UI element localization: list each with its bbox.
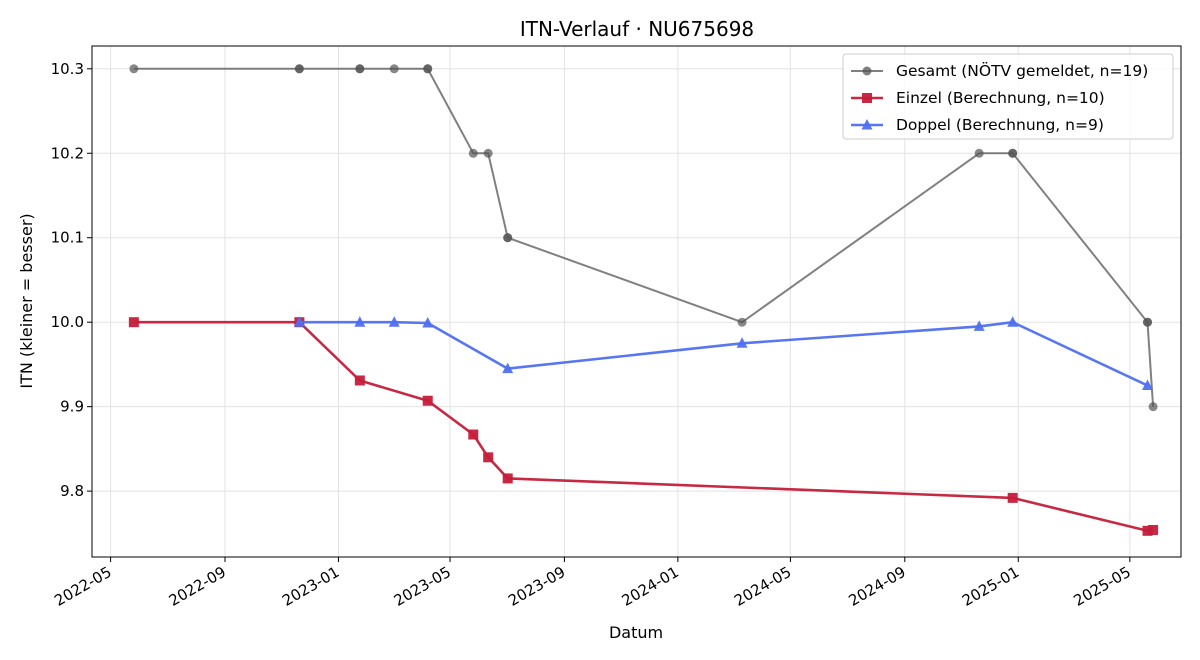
x-axis-label: Datum <box>609 623 663 642</box>
data-point <box>468 429 479 440</box>
x-axis: 2022-05 2022-09 2023-01 2023-05 2023-09 2024-… <box>51 557 1134 610</box>
x-tick-label: 2025-01 <box>959 563 1022 610</box>
data-point <box>502 362 514 374</box>
y-tick-label: 10.3 <box>51 60 84 78</box>
y-tick-label: 10.2 <box>51 144 84 162</box>
x-tick-label: 2022-05 <box>51 563 114 610</box>
data-point <box>354 375 365 386</box>
x-tick-label: 2024-01 <box>619 563 682 610</box>
y-tick-label: 9.9 <box>60 398 84 416</box>
legend-label: Einzel (Berechnung, n=10) <box>896 89 1105 107</box>
legend-marker <box>862 93 872 103</box>
x-tick-label: 2023-05 <box>391 563 454 610</box>
data-point <box>293 316 305 327</box>
data-point <box>1148 402 1158 412</box>
series-square <box>128 317 1159 536</box>
data-point <box>503 233 513 243</box>
data-point <box>483 452 494 463</box>
data-point <box>1007 316 1019 327</box>
data-point <box>422 395 433 406</box>
data-point <box>1142 525 1153 536</box>
series-layer <box>128 64 1159 536</box>
legend-label: Gesamt (NÖTV gemeldet, n=19) <box>896 61 1148 80</box>
data-point <box>1007 492 1018 503</box>
legend-marker <box>862 66 872 76</box>
legend-marker <box>861 119 873 130</box>
data-point <box>1148 524 1159 535</box>
x-tick-label: 2024-05 <box>731 563 794 610</box>
data-point <box>355 64 365 74</box>
y-tick-label: 10.0 <box>51 313 84 331</box>
y-tick-label: 10.1 <box>51 229 84 247</box>
series-circle <box>129 64 1158 412</box>
data-point <box>423 64 433 74</box>
chart-title: ITN-Verlauf · NU675698 <box>520 17 754 41</box>
x-tick-label: 2024-09 <box>846 563 909 610</box>
data-point <box>1008 148 1018 158</box>
grid-lines <box>92 46 1181 557</box>
data-point <box>388 316 400 327</box>
data-point <box>422 317 434 328</box>
data-point <box>483 148 493 158</box>
y-tick-label: 9.8 <box>60 482 84 500</box>
x-tick-label: 2023-09 <box>505 563 568 610</box>
x-tick-label: 2023-01 <box>279 563 342 610</box>
x-tick-label: 2022-09 <box>166 563 229 610</box>
data-point <box>502 473 513 484</box>
legend-box <box>842 53 1174 140</box>
legend: Gesamt (NÖTV gemeldet, n=19) Einzel (Bere… <box>842 53 1174 140</box>
data-point <box>128 317 139 328</box>
legend-label: Doppel (Berechnung, n=9) <box>896 116 1104 134</box>
y-axis-label: ITN (kleiner = besser) <box>17 213 36 388</box>
data-point <box>736 337 748 348</box>
data-point <box>1143 317 1153 327</box>
series-triangle <box>293 316 1154 391</box>
data-point <box>737 317 747 327</box>
data-point <box>1142 379 1154 391</box>
data-point <box>468 148 478 158</box>
data-point <box>354 316 366 327</box>
data-point <box>389 64 399 74</box>
data-point <box>973 320 985 331</box>
data-point <box>129 64 139 74</box>
data-point <box>294 64 304 74</box>
data-point <box>974 148 984 158</box>
series-line <box>133 320 1154 533</box>
x-tick-label: 2025-05 <box>1071 563 1134 610</box>
series-line <box>299 320 1149 387</box>
plot-frame <box>91 45 1182 558</box>
y-axis: 9.8 9.9 10.0 10.1 10.2 10.3 <box>51 60 92 500</box>
